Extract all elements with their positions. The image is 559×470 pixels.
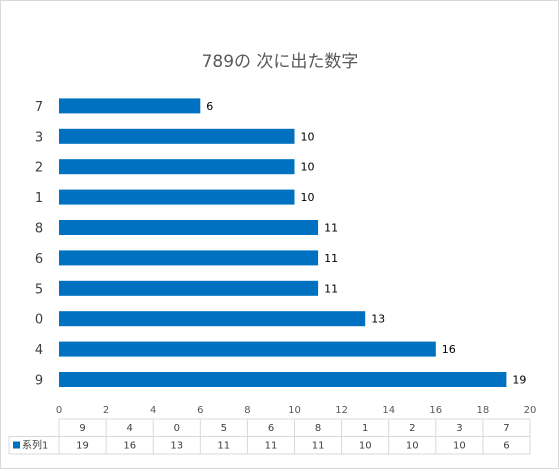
x-tick-label: 12 [335, 405, 348, 416]
table-value-cell: 6 [503, 441, 509, 452]
x-tick-label: 18 [477, 405, 490, 416]
value-label-3: 10 [301, 130, 315, 143]
bars-layer: 9 194 160 135 116 118 111 102 103 107 6 [35, 98, 526, 389]
table-value-cell: 19 [76, 441, 89, 452]
value-label-4: 16 [442, 343, 456, 356]
table-header-cell: 3 [456, 423, 462, 434]
table-value-cell: 11 [265, 441, 278, 452]
table-header-cell: 1 [362, 423, 368, 434]
x-tick-label: 6 [197, 405, 203, 416]
bar-3 [59, 128, 295, 144]
x-tick-label: 0 [56, 405, 62, 416]
category-label-5: 5 [35, 282, 43, 297]
legend-swatch [13, 441, 20, 449]
x-tick-label: 16 [429, 405, 442, 416]
bar-6 [59, 250, 319, 266]
bar-0 [59, 311, 366, 327]
table-header-cell: 0 [174, 423, 180, 434]
bar-5 [59, 280, 319, 296]
x-tick-label: 10 [288, 405, 301, 416]
category-label-7: 7 [35, 100, 43, 115]
x-tick-label: 14 [382, 405, 395, 416]
value-label-7: 6 [206, 100, 213, 113]
table-header-cell: 6 [268, 423, 274, 434]
category-label-9: 9 [35, 374, 43, 389]
table-value-cell: 11 [217, 441, 230, 452]
bar-9 [59, 372, 507, 387]
category-label-8: 8 [35, 222, 43, 237]
bar-8 [59, 220, 319, 235]
table-header-cell: 8 [315, 423, 321, 434]
x-tick-label: 20 [524, 405, 537, 416]
table-value-cell: 13 [170, 441, 183, 452]
value-label-0: 13 [371, 313, 385, 326]
value-label-1: 10 [301, 191, 315, 204]
value-label-6: 11 [324, 252, 338, 265]
table-value-cell: 10 [406, 441, 419, 452]
x-tick-label: 8 [244, 405, 250, 416]
table-value-cell: 16 [123, 441, 136, 452]
category-label-2: 2 [35, 161, 43, 176]
category-label-1: 1 [35, 191, 43, 206]
bar-7 [59, 98, 201, 114]
bar-2 [59, 159, 295, 175]
bar-1 [59, 189, 295, 205]
table-header-cell: 7 [503, 423, 509, 434]
category-label-3: 3 [35, 130, 43, 145]
value-label-9: 19 [512, 374, 526, 387]
legend-series-name: 系列1 [22, 439, 48, 452]
x-tick-label: 2 [103, 405, 109, 416]
table-value-cell: 10 [359, 441, 372, 452]
category-label-4: 4 [35, 343, 43, 358]
chart-title: 789の 次に出た数字 [202, 52, 359, 72]
table-value-cell: 10 [453, 441, 466, 452]
table-value-cell: 11 [312, 441, 325, 452]
bar-4 [59, 341, 436, 357]
x-tick-label: 4 [150, 405, 156, 416]
table-header-cell: 9 [79, 423, 85, 434]
x-axis: 0 2 4 6 8 10 12 14 16 18 20 [56, 405, 537, 416]
value-label-5: 11 [324, 282, 338, 295]
table-header-cell: 2 [409, 423, 415, 434]
table-header-cell: 5 [221, 423, 227, 434]
table-header-cell: 4 [127, 423, 133, 434]
category-label-0: 0 [35, 313, 43, 328]
value-label-8: 11 [324, 222, 338, 235]
value-label-2: 10 [301, 161, 315, 174]
category-label-6: 6 [35, 252, 43, 267]
